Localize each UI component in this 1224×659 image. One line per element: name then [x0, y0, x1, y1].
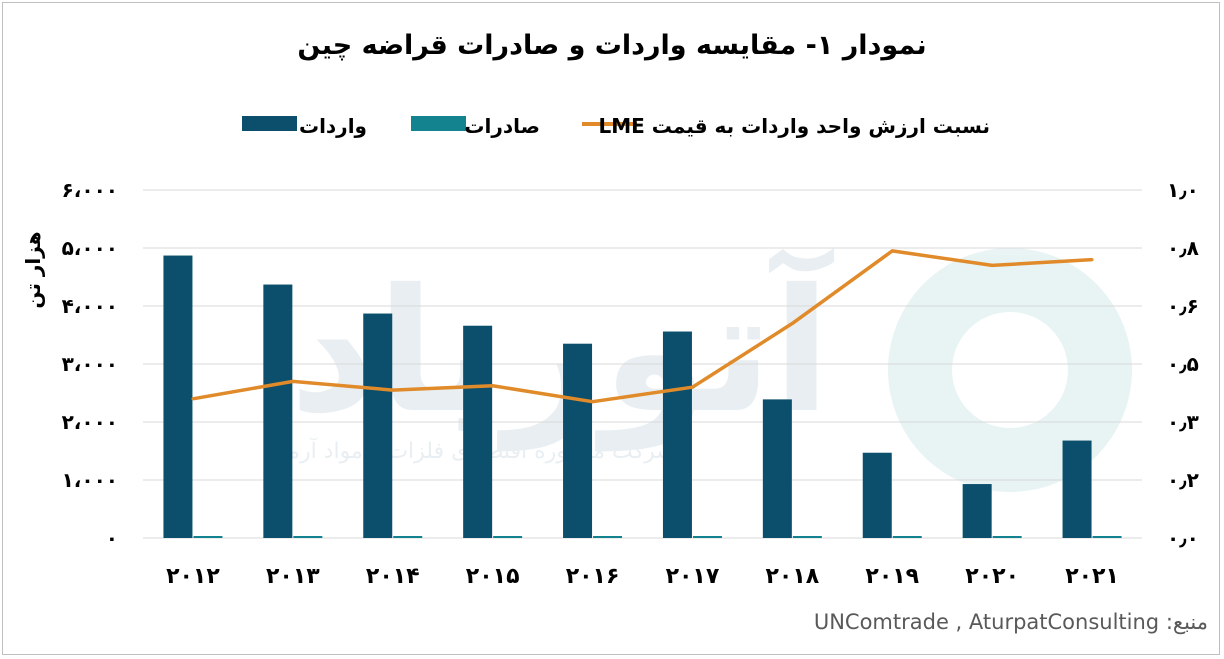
y2-tick-label: ۰٫۵ — [1167, 352, 1199, 376]
x-tick-label: ۲۰۱۸ — [765, 564, 819, 589]
y-tick-label: ۶،۰۰۰ — [62, 178, 118, 202]
bar-exports — [593, 536, 623, 538]
y-axis-left: ۰ ۱،۰۰۰ ۲،۰۰۰ ۳،۰۰۰ ۴،۰۰۰ ۵،۰۰۰ ۶،۰۰۰ — [62, 178, 118, 550]
ratio-point — [191, 397, 195, 401]
bar-exports — [992, 536, 1022, 538]
legend-swatch-exports — [411, 116, 466, 131]
y2-tick-label: ۱٫۰ — [1167, 178, 1199, 202]
legend-label-imports: واردات — [299, 114, 367, 138]
ratio-line — [191, 249, 1094, 404]
bar-imports — [363, 313, 393, 538]
y2-tick-label: ۰٫۳ — [1167, 410, 1199, 434]
x-tick-label: ۲۰۱۴ — [366, 564, 420, 589]
bar-exports — [792, 536, 822, 538]
bar-imports — [563, 343, 593, 538]
y-tick-label: ۱،۰۰۰ — [62, 468, 118, 492]
bar-imports — [662, 331, 692, 538]
bar-imports — [263, 284, 293, 538]
y-axis-right: ۰٫۰ ۰٫۲ ۰٫۳ ۰٫۵ ۰٫۶ ۰٫۸ ۱٫۰ — [1167, 178, 1199, 550]
x-tick-label: ۲۰۱۶ — [566, 564, 620, 589]
ratio-point — [591, 400, 595, 404]
ratio-point — [690, 385, 694, 389]
bar-imports — [962, 484, 992, 538]
bar-imports — [1062, 440, 1092, 538]
x-tick-label: ۲۰۱۵ — [466, 564, 520, 589]
bar-exports — [293, 536, 323, 538]
watermark-logo: آتورپاد شرکت مشاوره اقتصادی فلزات و مواد… — [265, 247, 1132, 492]
x-tick-label: ۲۰۱۹ — [865, 564, 919, 589]
source-label: منبع: — [1165, 610, 1208, 634]
x-tick-label: ۲۰۱۷ — [666, 564, 720, 589]
y-axis-title: هزار تن — [21, 231, 45, 308]
bar-exports — [393, 536, 423, 538]
ratio-point — [990, 263, 994, 267]
bar-imports — [163, 255, 193, 539]
ratio-point — [391, 388, 395, 392]
bar-exports — [193, 536, 223, 538]
ratio-point — [790, 321, 794, 325]
y-tick-label: ۴،۰۰۰ — [62, 294, 118, 318]
x-axis: ۲۰۱۲ ۲۰۱۳ ۲۰۱۴ ۲۰۱۵ ۲۰۱۶ ۲۰۱۷ ۲۰۱۸ ۲۰۱۹ ۲۰۲۰ ۲۰۲۱ — [166, 564, 1119, 589]
bars — [163, 255, 1122, 539]
bar-imports — [463, 325, 493, 538]
y-tick-label: ۰ — [106, 526, 118, 550]
y2-tick-label: ۰٫۰ — [1167, 526, 1199, 550]
bar-exports — [892, 536, 922, 538]
legend: واردات صادرات نسبت ارزش واحد واردات به ق… — [242, 114, 990, 138]
x-tick-label: ۲۰۲۰ — [965, 564, 1019, 589]
bar-imports — [762, 399, 792, 538]
ratio-point — [1090, 258, 1094, 262]
y-tick-label: ۳،۰۰۰ — [62, 352, 118, 376]
bar-imports — [862, 452, 892, 538]
y-tick-label: ۵،۰۰۰ — [62, 236, 118, 260]
x-tick-label: ۲۰۲۱ — [1065, 564, 1119, 589]
x-tick-label: ۲۰۱۳ — [266, 564, 320, 589]
ratio-point — [890, 249, 894, 253]
ratio-point — [491, 384, 495, 388]
ratio-line-path — [192, 249, 1093, 404]
legend-swatch-imports — [242, 116, 297, 131]
y-tick-label: ۲،۰۰۰ — [62, 410, 118, 434]
bar-exports — [493, 536, 523, 538]
source-note: منبع: UNComtrade , AturpatConsulting — [814, 610, 1208, 634]
bar-exports — [1092, 536, 1122, 538]
y2-tick-label: ۰٫۲ — [1167, 468, 1199, 492]
legend-label-exports: صادرات — [464, 114, 540, 138]
y2-tick-label: ۰٫۸ — [1167, 236, 1199, 260]
ratio-point — [291, 379, 295, 383]
chart-title: نمودار ۱- مقایسه واردات و صادرات قراضه چ… — [297, 30, 927, 61]
legend-label-ratio: نسبت ارزش واحد واردات به قیمت LME — [598, 114, 990, 138]
y2-tick-label: ۰٫۶ — [1167, 294, 1199, 318]
bar-exports — [692, 536, 722, 538]
x-tick-label: ۲۰۱۲ — [166, 564, 220, 589]
source-text: UNComtrade , AturpatConsulting — [813, 610, 1160, 634]
